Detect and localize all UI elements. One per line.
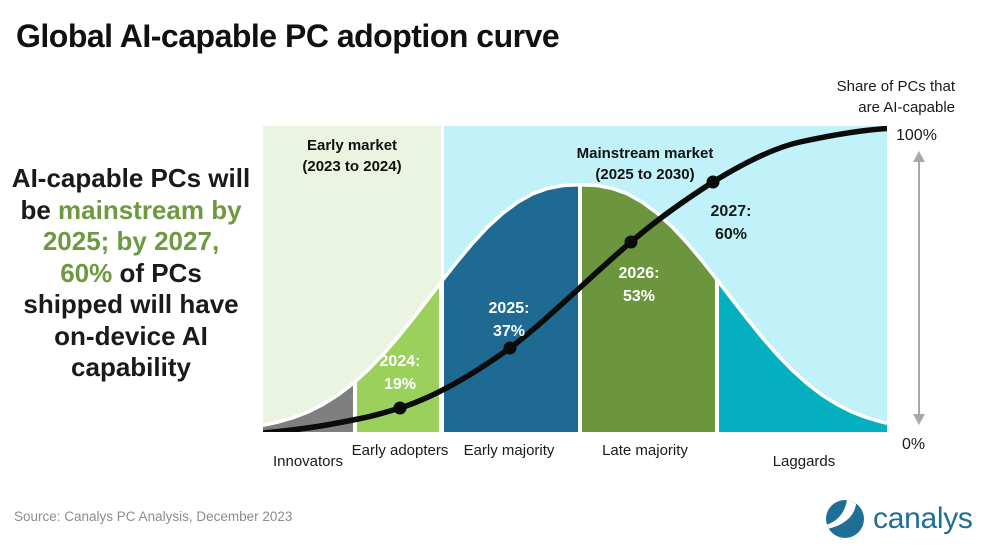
data-point-2024 (393, 401, 407, 415)
segment-label-early-majority: Early majority (463, 442, 555, 459)
s-curve (263, 126, 887, 432)
page-title: Global AI-capable PC adoption curve (16, 18, 560, 54)
point-label-2024: 2024: 19% (379, 353, 421, 393)
callout-line: shipped will have (23, 289, 239, 319)
data-point-2025 (503, 341, 517, 355)
point-label-2026: 2026: 53% (618, 265, 660, 305)
canalys-logo-icon (826, 500, 864, 538)
segment-label-early-adopters: Early adopters (351, 442, 449, 459)
callout-line: on-device AI (54, 320, 208, 351)
source-note: Source: Canalys PC Analysis, December 20… (14, 509, 293, 524)
callout-line: capability (71, 352, 191, 382)
data-point-2026 (624, 235, 638, 249)
segment-label-laggards: Laggards (772, 453, 836, 470)
callout-line: AI-capable PCs will (11, 163, 251, 193)
adoption-curve-chart: Early market (2023 to 2024) Mainstream m… (263, 126, 887, 432)
data-point-2027 (706, 175, 720, 189)
segment-label-innovators: Innovators (272, 453, 344, 470)
callout-line: 60% of PCs (60, 257, 202, 288)
callout-line: 2025; by 2027, (42, 226, 220, 256)
yaxis-title: Share of PCs that are AI-capable (836, 78, 955, 116)
canalys-logo: canalys (826, 497, 973, 541)
yaxis-min-label: 0% (902, 436, 926, 453)
callout-text: AI-capable PCs will be mainstream by 202… (2, 163, 260, 384)
point-label-2025: 2025: 37% (488, 300, 530, 340)
adoption-bell-svg (263, 126, 887, 432)
early-market-label: Early market (2023 to 2024) (302, 137, 402, 175)
canalys-logo-text: canalys (873, 502, 973, 535)
range-arrow-icon (913, 151, 925, 425)
point-label-2027: 2027: 60% (710, 203, 752, 243)
segment-label-late-majority: Late majority (602, 442, 688, 459)
callout-line: be mainstream by (20, 194, 242, 225)
mainstream-market-label: Mainstream market (2025 to 2030) (576, 145, 714, 183)
yaxis-max-label: 100% (896, 127, 937, 144)
